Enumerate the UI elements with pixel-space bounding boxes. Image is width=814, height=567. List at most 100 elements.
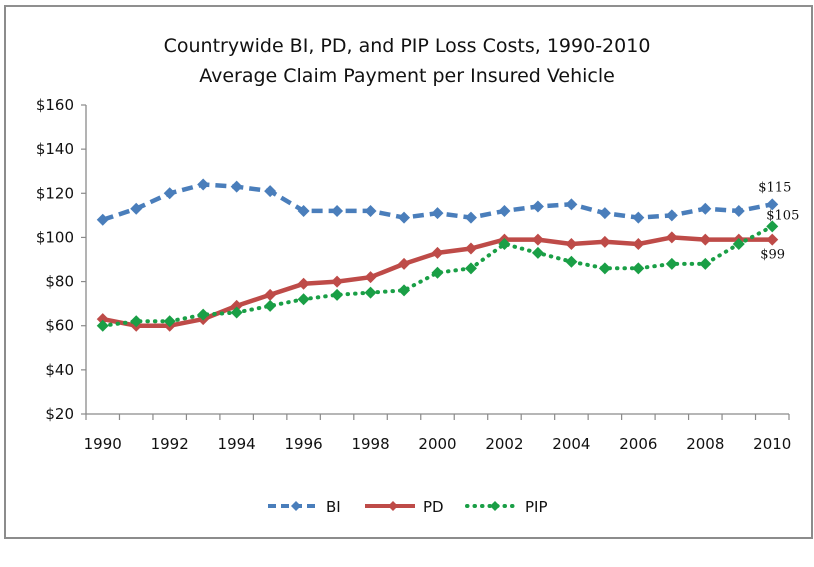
point-pd-1994	[230, 299, 243, 312]
point-pd-2006	[632, 238, 645, 251]
y-tick-label: $100	[36, 228, 74, 246]
point-pip-2000	[431, 266, 444, 279]
point-pd-2008	[699, 233, 712, 246]
y-tick-label: $40	[45, 361, 74, 379]
series-layer	[96, 178, 779, 332]
legend: BI PD PIP	[268, 498, 548, 516]
point-pd-2010	[766, 233, 779, 246]
point-bi-1998	[364, 204, 377, 217]
x-tick-label: 2006	[619, 435, 657, 453]
x-tick-label: 2004	[552, 435, 590, 453]
y-tick-label: $60	[45, 317, 74, 335]
point-pip-2001	[464, 262, 477, 275]
point-pip-1993	[197, 308, 210, 321]
point-bi-1990	[96, 213, 109, 226]
point-bi-2009	[732, 204, 745, 217]
point-bi-1994	[230, 180, 243, 193]
x-tick-label: 1994	[218, 435, 256, 453]
point-pd-2001	[464, 242, 477, 255]
point-bi-1999	[398, 211, 411, 224]
point-bi-1991	[130, 202, 143, 215]
point-bi-2000	[431, 207, 444, 220]
legend-label-bi: BI	[326, 498, 341, 516]
data-label-pd: $99	[760, 248, 785, 263]
point-pip-1994	[230, 306, 243, 319]
point-bi-1995	[264, 185, 277, 198]
legend-item-pip: PIP	[465, 498, 548, 516]
point-pip-2006	[632, 262, 645, 275]
x-tick-label: 2008	[686, 435, 724, 453]
legend-marker-pip	[490, 501, 500, 511]
data-label-pip: $105	[766, 208, 799, 223]
x-tick-label: 1992	[151, 435, 189, 453]
point-pd-2003	[531, 233, 544, 246]
point-pip-1992	[163, 315, 176, 328]
series-bi	[96, 178, 779, 226]
x-tick-label: 2002	[485, 435, 523, 453]
point-pd-2004	[565, 238, 578, 251]
point-pip-1996	[297, 293, 310, 306]
x-tick-label: 2010	[753, 435, 791, 453]
data-label-bi: $115	[758, 180, 791, 195]
point-pip-1997	[331, 288, 344, 301]
legend-label-pd: PD	[423, 498, 444, 516]
point-pd-1990	[96, 313, 109, 326]
point-pip-1991	[130, 315, 143, 328]
x-tick-label: 1998	[351, 435, 389, 453]
point-pd-1999	[398, 257, 411, 270]
data-labels: $115 $105 $99	[758, 180, 799, 262]
point-pip-1998	[364, 286, 377, 299]
point-bi-2007	[665, 209, 678, 222]
legend-marker-bi	[291, 501, 301, 511]
point-bi-1997	[331, 204, 344, 217]
point-pd-2007	[665, 231, 678, 244]
chart-title: Countrywide BI, PD, and PIP Loss Costs, …	[164, 35, 651, 57]
point-pd-1995	[264, 288, 277, 301]
point-bi-2008	[699, 202, 712, 215]
point-pd-1996	[297, 277, 310, 290]
y-tick-label: $20	[45, 405, 74, 423]
point-pip-2010	[766, 220, 779, 233]
point-pip-2002	[498, 238, 511, 251]
y-tick-label: $160	[36, 96, 74, 114]
point-bi-1996	[297, 204, 310, 217]
point-pip-2007	[665, 257, 678, 270]
point-bi-1992	[163, 187, 176, 200]
legend-item-pd: PD	[365, 498, 444, 516]
point-bi-2001	[464, 211, 477, 224]
point-bi-2003	[531, 200, 544, 213]
chart-subtitle: Average Claim Payment per Insured Vehicl…	[199, 65, 615, 87]
point-pip-2009	[732, 238, 745, 251]
legend-marker-pd	[388, 501, 398, 511]
point-pip-2005	[598, 262, 611, 275]
point-pip-1995	[264, 299, 277, 312]
point-pip-2004	[565, 255, 578, 268]
axes: $20 $40 $60 $80 $100 $120 $140 $160 1990 1992 1994…	[36, 96, 792, 453]
point-pd-1998	[364, 271, 377, 284]
legend-item-bi: BI	[268, 498, 341, 516]
point-bi-2005	[598, 207, 611, 220]
point-pip-1999	[398, 284, 411, 297]
y-tick-label: $120	[36, 184, 74, 202]
point-pip-1990	[96, 319, 109, 332]
legend-label-pip: PIP	[525, 498, 548, 516]
point-pip-2003	[531, 246, 544, 259]
point-bi-1993	[197, 178, 210, 191]
point-bi-2010	[766, 198, 779, 211]
series-line-pip	[100, 224, 775, 328]
series-pip	[96, 220, 779, 332]
y-tick-label: $80	[45, 273, 74, 291]
x-tick-label: 1990	[84, 435, 122, 453]
point-pip-2008	[699, 257, 712, 270]
point-pd-2000	[431, 246, 444, 259]
y-tick-label: $140	[36, 140, 74, 158]
x-tick-label: 2000	[418, 435, 456, 453]
point-bi-2002	[498, 204, 511, 217]
point-bi-2006	[632, 211, 645, 224]
chart-frame	[4, 5, 813, 539]
point-pd-1997	[331, 275, 344, 288]
point-pd-2005	[598, 235, 611, 248]
x-tick-label: 1996	[285, 435, 323, 453]
point-bi-2004	[565, 198, 578, 211]
